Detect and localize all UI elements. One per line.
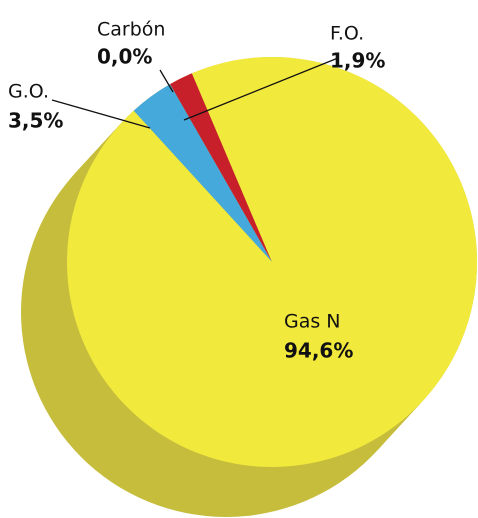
slice-value-label: 1,9% [330, 49, 385, 73]
pie-slice [133, 84, 272, 262]
slice-value-label: 94,6% [284, 339, 353, 363]
leader-line [159, 69, 174, 93]
pie-slice [66, 56, 477, 467]
slice-label: Gas N [284, 311, 341, 333]
leader-line [183, 57, 339, 121]
slice-value-label: 0,0% [97, 45, 152, 69]
pie-top-group [66, 56, 477, 467]
slice-value-label: 3,5% [8, 109, 63, 133]
slice-label: Carbón [97, 19, 165, 41]
pie-slice [169, 73, 272, 262]
slice-label: F.O. [330, 23, 364, 45]
slice-label: G.O. [8, 81, 49, 103]
leader-line [51, 99, 151, 129]
